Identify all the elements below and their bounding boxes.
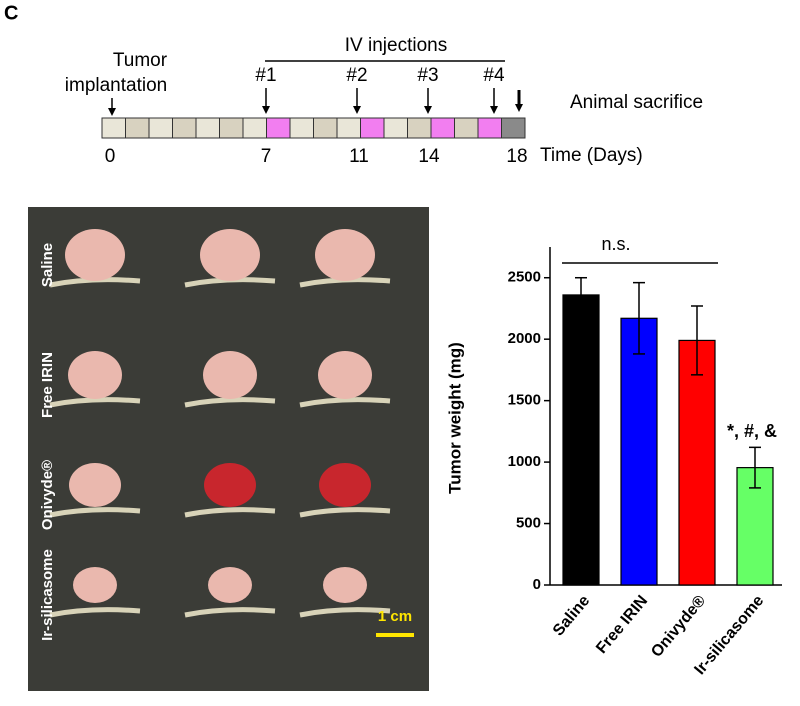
group-label: Free IRIN [39,352,56,418]
timeline-cell [501,117,526,139]
arrow-head [490,106,498,114]
group-label: Onivyde® [39,460,56,530]
timeline-cell [172,117,197,139]
tumor [65,229,125,281]
timeline-cell [289,117,314,139]
tumor [315,229,375,281]
injection-label: #3 [417,65,438,86]
group-label: Saline [39,243,56,287]
group-label: Ir-silicasome [39,549,56,641]
implant-label: Tumor [113,50,168,71]
arrow-head [353,106,361,114]
injection-label: #4 [483,65,505,86]
y-tick-label: 0 [533,576,541,593]
y-tick-label: 1500 [508,392,541,409]
tissue [49,507,141,518]
sacrifice-label: Animal sacrifice [570,92,703,113]
tissue [184,507,276,518]
day-label: 14 [418,146,440,167]
tumor [318,351,372,399]
arrow-head [424,106,432,114]
tissue [49,397,141,408]
bar [620,317,658,586]
x-tick-label: Onivyde® [648,592,709,660]
tissue [299,507,391,518]
annotation: *, #, & [727,421,777,441]
timeline-cell [336,117,361,139]
arrow-head [262,106,270,114]
tumor [68,351,122,399]
timeline-cell [407,117,432,139]
scale-label: 1 cm [378,608,412,625]
day-label: 18 [506,146,527,167]
y-tick-label: 2500 [508,269,541,286]
bar-chart: 0 500 1000 1500 2000 2500 Tumor weight (mg) Sal… [445,234,782,678]
annotation: n.s. [601,234,630,254]
timeline-cell [383,117,408,139]
timeline-cell [360,117,385,139]
tumor [73,567,117,603]
timeline-cell [242,117,267,139]
panel-label: C [4,2,18,24]
tissue [49,607,141,618]
tissue [299,397,391,408]
tissue [184,607,276,618]
y-tick-label: 2000 [508,330,541,347]
timeline-cell [125,117,150,139]
timeline-cell [313,117,338,139]
tumor [204,463,256,507]
timeline: Tumor implantation IV injections Animal … [65,35,703,167]
day-label: 11 [349,146,369,167]
timeline-cell [148,117,173,139]
arrow-head [515,104,523,112]
tissue [184,397,276,408]
x-tick-label: Saline [550,592,593,639]
photo: Saline Free IRIN Onivyde® Ir-silicasome 1 c… [28,207,429,691]
timeline-cell [454,117,479,139]
tumor [203,351,257,399]
y-axis-title: Tumor weight (mg) [445,342,464,494]
y-tick-label: 500 [516,515,541,532]
implant-label: implantation [65,75,167,96]
arrow-head [108,108,116,116]
day-label: 0 [105,146,116,167]
tumor [69,463,121,507]
bar [562,294,600,586]
tumor [208,567,252,603]
injection-label: #2 [346,65,367,86]
tumor [323,567,367,603]
day-label: 7 [261,146,272,167]
x-tick-label: Free IRIN [593,592,651,657]
timeline-cell [266,117,291,139]
bar [678,339,716,586]
timeline-cell [477,117,502,139]
tumor [319,463,371,507]
y-tick-label: 1000 [508,453,541,470]
timeline-cell [101,117,126,139]
tumor [200,229,260,281]
injection-label: #1 [255,65,276,86]
timeline-cell [219,117,244,139]
injections-label: IV injections [345,35,447,56]
tissue [299,607,391,618]
timeline-cell [430,117,455,139]
timeline-cell [195,117,220,139]
time-label: Time (Days) [540,145,643,166]
